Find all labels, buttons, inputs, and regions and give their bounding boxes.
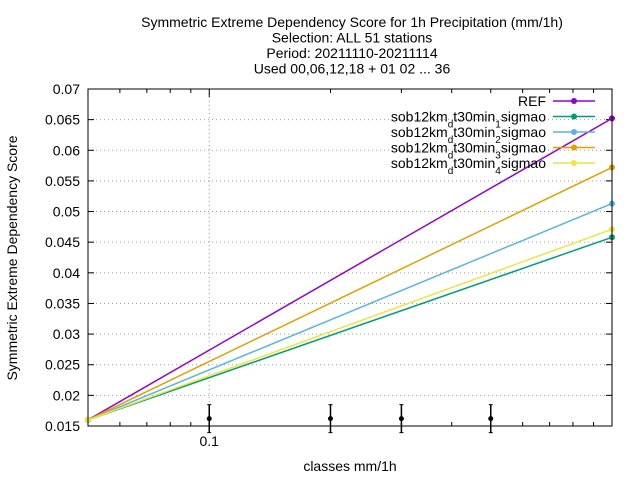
legend-label: sob12kmdt30min1sigmao	[391, 109, 546, 131]
y-tick-label: 0.04	[53, 265, 80, 281]
y-tick-label: 0.015	[45, 418, 80, 434]
error-bar-point	[327, 416, 333, 422]
series-line	[87, 236, 613, 421]
error-bar-point	[488, 416, 494, 422]
legend-label: sob12kmdt30min4sigmao	[391, 155, 546, 177]
x-tick-label: 0.1	[200, 433, 220, 449]
plot-frame	[87, 88, 613, 427]
y-tick-label: 0.045	[45, 234, 80, 250]
x-axis-label: classes mm/1h	[303, 458, 396, 474]
series-lines	[85, 115, 615, 423]
y-tick-label: 0.06	[53, 142, 80, 158]
series-line	[87, 117, 613, 421]
legend-marker	[571, 98, 577, 104]
legend-marker	[571, 160, 577, 166]
series-line	[87, 228, 613, 421]
legend-marker	[571, 144, 577, 151]
title-line: Period: 20211110-20211114	[266, 45, 437, 61]
y-tick-label: 0.05	[53, 204, 80, 220]
legend-label: REF	[518, 93, 546, 109]
series-line	[87, 202, 613, 421]
y-tick-label: 0.03	[53, 326, 80, 342]
series-line	[87, 166, 613, 421]
y-tick-label: 0.065	[45, 112, 80, 128]
y-tick-label: 0.07	[53, 81, 80, 97]
legend-marker	[571, 113, 577, 120]
y-axis: 0.015 0.02 0.025 0.03 0.035 0.04 0.045 0.05 0.05…	[45, 81, 612, 434]
legend-label: sob12kmdt30min2sigmao	[391, 124, 546, 146]
y-tick-label: 0.025	[45, 357, 80, 373]
title-line: Selection: ALL 51 stations	[272, 30, 433, 46]
legend-marker	[571, 129, 577, 135]
error-bars	[206, 404, 494, 434]
title-line: Used 00,06,12,18 + 01 02 ... 36	[254, 61, 451, 77]
y-tick-label: 0.035	[45, 295, 80, 311]
title-line: Symmetric Extreme Dependency Score for 1…	[141, 14, 563, 30]
chart-title: Symmetric Extreme Dependency Score for 1…	[141, 14, 563, 77]
y-axis-label: Symmetric Extreme Dependency Score	[4, 135, 20, 380]
y-tick-label: 0.055	[45, 173, 80, 189]
y-tick-label: 0.02	[53, 387, 80, 403]
legend-label: sob12kmdt30min3sigmao	[391, 140, 546, 162]
error-bar-point	[206, 416, 212, 422]
legend: REFsob12kmdt30min1sigmaosob12kmdt30min2s…	[391, 93, 595, 177]
error-bar-point	[398, 416, 404, 422]
